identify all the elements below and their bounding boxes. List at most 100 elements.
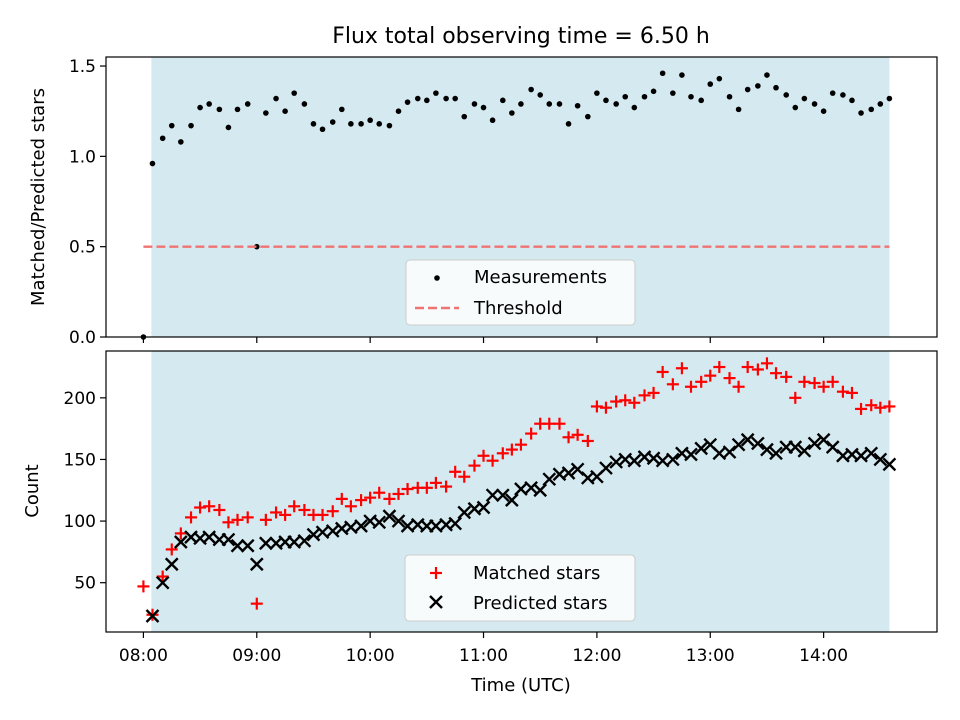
measurement-point [149,160,156,167]
measurement-point [641,93,648,100]
matched-stars-point [335,492,348,505]
matched-stars-point [826,375,839,388]
measurement-point [197,104,203,111]
measurement-point [546,101,553,107]
x-tick-label: 08:00 [119,646,168,666]
matched-stars-point [429,476,442,489]
matched-stars-point [817,380,830,393]
predicted-stars-point [807,436,822,451]
matched-stars-point [684,380,697,393]
legend-threshold-label: Threshold [473,298,563,319]
measurement-point [603,97,609,104]
measurement-point [234,106,241,113]
measurement-point [395,108,402,114]
predicted-stars-point [457,505,472,520]
predicted-stars-point [882,457,897,472]
predicted-stars-point [797,443,812,458]
measurement-point [735,106,742,113]
measurement-point [707,81,714,87]
bottom-y-ticks: 50 100 150 200 [64,389,106,594]
matched-stars-point [392,487,405,500]
matched-stars-point [695,375,708,388]
predicted-stars-point [249,557,264,572]
measurement-point [216,106,223,113]
x-tick-label: 09:00 [232,646,281,666]
matched-stars-point [656,365,669,378]
predicted-stars-point [769,446,783,461]
top-panel: Flux total observing time = 6.50 h 0.00.… [28,24,938,348]
measurement-point [585,113,591,120]
bottom-legend-box [404,554,636,622]
measurement-point [433,90,439,96]
measurement-point [537,92,544,98]
measurement-point [877,101,884,107]
x-tick-label: 13:00 [686,646,735,666]
matched-stars-point [373,486,386,499]
matched-stars-point [798,375,811,388]
measurement-point [698,97,704,104]
matched-stars-point [486,454,499,467]
top-legend-box [405,259,636,326]
predicted-stars-point [230,538,245,553]
top-legend: Measurements Threshold [405,259,636,326]
x-tick-label: 11:00 [459,646,508,666]
measurement-point [594,90,600,96]
bottom-axes-frame [105,350,938,633]
measurement-point [840,92,846,98]
matched-stars-point [741,361,754,374]
measurement-point [755,83,761,89]
predicted-stars-point [666,452,680,467]
predicted-stars-point [391,514,406,528]
predicted-stars-point [476,500,491,515]
top-ylabel: Matched/Predicted stars [28,88,49,306]
measurement-point [282,108,288,114]
predicted-stars-point [297,533,312,548]
predicted-stars-point [145,609,160,623]
predicted-stars-point [561,466,576,480]
matched-stars-point [855,402,868,415]
matched-stars-point [780,370,793,383]
measurement-point [528,86,534,93]
measurement-point [565,121,572,127]
matched-stars-point [174,527,187,540]
bottom-x-ticks: 08:00 09:00 10:00 11:00 12:00 13:00 14:00 [119,632,848,666]
matched-stars-point [194,501,207,514]
matched-stars-point [713,361,726,374]
measurement-point [811,101,818,107]
predicted-stars-point [694,441,709,456]
predicted-stars-point [164,557,179,572]
legend-predicted-label: Predicted stars [473,593,607,614]
predicted-stars-point [505,493,519,507]
matched-stars-point [610,395,623,408]
matched-stars-point [279,508,292,521]
matched-stars-point [808,377,821,390]
predicted-stars-point [542,472,557,487]
top-axes-frame [105,56,938,338]
bottom-xlabel: Time (UTC) [470,675,571,696]
matched-stars-point [647,386,660,399]
matched-stars-point [732,380,745,393]
measurement-point [188,122,194,129]
y-tick-label: 50 [74,574,96,594]
predicted-stars-point [495,488,510,503]
measurement-point [764,72,770,78]
predicted-stars-point [760,442,774,457]
measurement-point [659,70,666,77]
measurement-point [263,110,269,116]
predicted-stars-point [864,446,879,461]
matched-stars-point [770,367,783,380]
measurement-point [168,122,175,129]
predicted-stars-point [448,516,463,531]
matched-stars-point [355,494,368,507]
x-tick-label: 12:00 [572,646,621,666]
predicted-stars-point [202,530,217,544]
matched-stars-point [883,400,896,413]
measurement-point [849,97,855,104]
measurement-point [178,139,184,145]
matched-stars-point [185,511,198,524]
matched-stars-point [628,396,641,409]
x-tick-label: 10:00 [346,646,395,666]
measurement-point [783,92,790,98]
matched-stars-point [675,362,688,375]
